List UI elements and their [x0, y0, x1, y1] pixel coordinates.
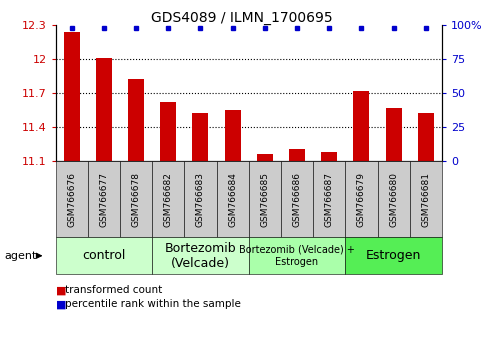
- Text: GSM766685: GSM766685: [260, 172, 270, 227]
- Text: ■: ■: [56, 299, 66, 309]
- Bar: [418, 113, 434, 161]
- Text: Bortezomib (Velcade) +
Estrogen: Bortezomib (Velcade) + Estrogen: [239, 245, 355, 267]
- Text: agent: agent: [5, 251, 37, 261]
- Bar: [289, 149, 305, 161]
- Bar: [321, 152, 337, 161]
- Bar: [192, 113, 209, 161]
- Text: GSM766684: GSM766684: [228, 172, 237, 227]
- Bar: [64, 32, 80, 161]
- Text: control: control: [82, 249, 126, 262]
- Bar: [257, 154, 273, 161]
- Text: GSM766678: GSM766678: [131, 172, 141, 227]
- Bar: [354, 91, 369, 161]
- Text: GSM766679: GSM766679: [357, 172, 366, 227]
- Text: transformed count: transformed count: [65, 285, 162, 295]
- Text: GSM766687: GSM766687: [325, 172, 334, 227]
- Text: GSM766683: GSM766683: [196, 172, 205, 227]
- Text: Estrogen: Estrogen: [366, 249, 421, 262]
- Text: GSM766686: GSM766686: [293, 172, 301, 227]
- Text: GSM766680: GSM766680: [389, 172, 398, 227]
- Text: GSM766681: GSM766681: [421, 172, 430, 227]
- Bar: [385, 108, 402, 161]
- Text: GSM766682: GSM766682: [164, 172, 173, 227]
- Text: GDS4089 / ILMN_1700695: GDS4089 / ILMN_1700695: [151, 11, 332, 25]
- Bar: [96, 58, 112, 161]
- Text: percentile rank within the sample: percentile rank within the sample: [65, 299, 241, 309]
- Bar: [160, 102, 176, 161]
- Text: GSM766676: GSM766676: [67, 172, 76, 227]
- Text: ■: ■: [56, 285, 66, 295]
- Bar: [225, 110, 241, 161]
- Bar: [128, 79, 144, 161]
- Text: GSM766677: GSM766677: [99, 172, 108, 227]
- Text: Bortezomib
(Velcade): Bortezomib (Velcade): [165, 242, 236, 270]
